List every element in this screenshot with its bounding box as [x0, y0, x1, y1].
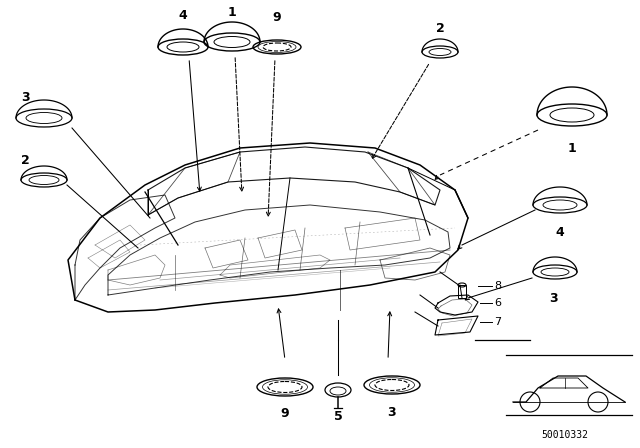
Text: 5: 5 — [333, 409, 342, 422]
Text: 9: 9 — [273, 10, 282, 23]
Text: 9: 9 — [281, 406, 289, 419]
Text: 4: 4 — [179, 9, 188, 22]
Bar — [458, 285, 466, 298]
Text: 4: 4 — [556, 225, 564, 238]
Text: 6: 6 — [494, 298, 501, 308]
Text: 1: 1 — [228, 5, 236, 18]
Text: 8: 8 — [494, 281, 501, 291]
Text: 7: 7 — [494, 317, 501, 327]
Text: 3: 3 — [388, 405, 396, 418]
Text: 1: 1 — [568, 142, 577, 155]
Text: 2: 2 — [20, 154, 29, 167]
Text: 3: 3 — [548, 292, 557, 305]
Text: 50010332: 50010332 — [541, 430, 589, 440]
Text: 3: 3 — [20, 90, 29, 103]
Text: 2: 2 — [436, 22, 444, 34]
